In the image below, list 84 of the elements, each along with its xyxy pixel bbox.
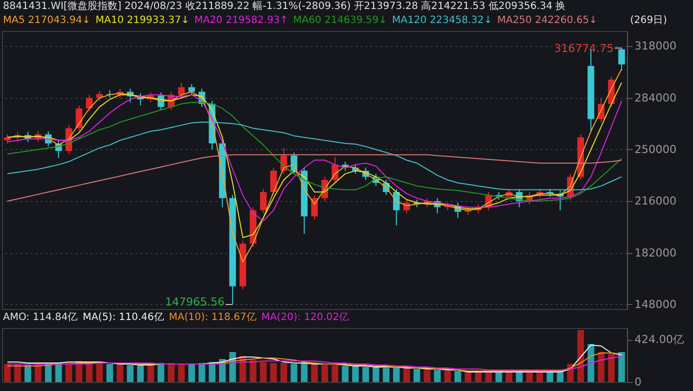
bar [362,367,370,382]
annotation: 147965.56 [165,295,225,308]
bar [106,364,114,382]
bar [372,367,380,382]
bar [250,360,256,382]
text: 217043.94↓ [27,15,90,26]
bar [403,368,410,382]
y-tick-label: 148000 [634,298,676,311]
bar [96,363,103,382]
bar [342,366,349,382]
annotation: 316774.75 [554,42,614,56]
y-tick-label: 424.00亿 [634,333,684,346]
text: 214639.59↓ [324,15,388,26]
bar [34,364,42,382]
text: (269日) [630,14,668,28]
text: 223458.32↓ [428,15,492,26]
text: 242260.65↓ [534,15,598,26]
bar [434,370,441,382]
bar [14,364,21,382]
text: 219582.93↑ [224,15,288,26]
bar [147,364,154,382]
bar [382,368,390,382]
y-tick-label: 0 [634,376,642,388]
bar [290,364,298,382]
bar [158,363,164,382]
bar [126,365,134,382]
candlestick [618,48,625,71]
candlestick [270,167,277,196]
y-tick-label: 284000 [634,91,676,104]
candlestick [178,82,185,98]
bar [598,352,604,382]
line-series [6,154,622,202]
bar [577,330,584,382]
candlestick [311,194,318,220]
bar [414,369,420,382]
text: MA10 [95,15,124,26]
bar [332,365,338,382]
bar [444,371,451,382]
bar [4,364,11,382]
bar [454,371,462,382]
bar [393,367,400,382]
bar [65,362,72,382]
chart-title: 8841431.WI[微盘股指数] 2024/08/23 收211889.22 幅-1.31%(-2809.36) 开213973.28 高214221.53 低209356.34 换 [3,0,566,14]
bar [168,363,174,382]
y-tick-label: 318000 [634,40,676,53]
bar [137,365,144,382]
candlestick [403,199,410,214]
candlestick [96,90,103,102]
text: MA60 [293,15,322,26]
text: MA(5): 110.46亿 [82,311,164,325]
bar [300,363,308,382]
bar [188,364,195,382]
bar [198,363,206,382]
bar [321,365,328,382]
y-tick-label: 216000 [634,194,676,208]
text: MA(20): 120.02亿 [261,311,349,325]
candlestick [290,152,298,174]
bar [260,362,267,382]
line-series [6,356,622,370]
y-tick-label: 182000 [634,246,676,260]
bar [280,363,288,382]
candlestick [86,94,93,112]
text: MA250 [497,15,532,26]
y-tick-label: 250000 [634,142,676,156]
text: MA20 [194,15,223,26]
bar [178,364,185,382]
chart-title: AMO: 114.84亿 [3,311,78,325]
candlestick [188,84,195,96]
bar [424,370,430,382]
text: 219933.37↓ [126,15,190,26]
text: MA(10): 118.67亿 [168,311,256,325]
text: MA5 [3,15,25,26]
bar [608,354,615,382]
bar [116,364,124,382]
text: MA120 [392,15,427,26]
bar [270,363,277,382]
bar [618,352,625,382]
bar [55,363,62,382]
bar [311,364,318,382]
bar [352,366,359,382]
candlestick [260,188,267,214]
bar [24,365,32,382]
candlestick [4,134,11,144]
candlestick [76,104,82,132]
